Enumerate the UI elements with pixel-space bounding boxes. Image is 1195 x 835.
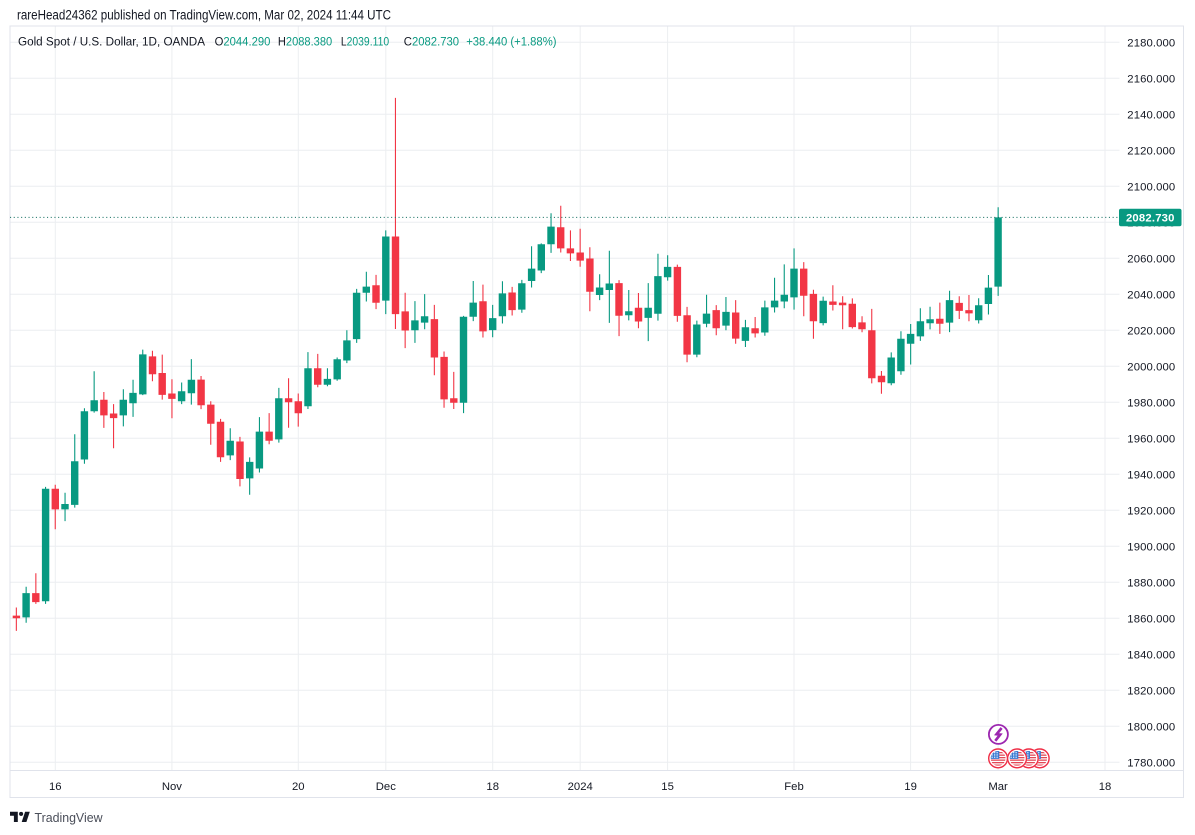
svg-text:20: 20 xyxy=(292,781,305,793)
svg-text:+38.440 (+1.88%): +38.440 (+1.88%) xyxy=(466,35,556,49)
svg-text:Mar: Mar xyxy=(988,781,1008,793)
svg-text:2000.000: 2000.000 xyxy=(1127,361,1175,373)
svg-text:18: 18 xyxy=(486,781,499,793)
svg-text:2160.000: 2160.000 xyxy=(1127,73,1175,85)
svg-text:O2044.290: O2044.290 xyxy=(215,35,271,49)
svg-text:1880.000: 1880.000 xyxy=(1127,577,1175,589)
svg-text:1960.000: 1960.000 xyxy=(1127,433,1175,445)
svg-text:Dec: Dec xyxy=(376,781,396,793)
svg-text:2024: 2024 xyxy=(568,781,593,793)
svg-text:1800.000: 1800.000 xyxy=(1127,721,1175,733)
svg-text:H2088.380: H2088.380 xyxy=(278,35,332,49)
svg-text:1980.000: 1980.000 xyxy=(1127,397,1175,409)
svg-text:1820.000: 1820.000 xyxy=(1127,685,1175,697)
svg-text:2100.000: 2100.000 xyxy=(1127,181,1175,193)
svg-text:2040.000: 2040.000 xyxy=(1127,289,1175,301)
svg-text:19: 19 xyxy=(904,781,917,793)
svg-text:1860.000: 1860.000 xyxy=(1127,613,1175,625)
svg-text:2180.000: 2180.000 xyxy=(1127,37,1175,49)
svg-text:C2082.730: C2082.730 xyxy=(404,35,459,49)
svg-text:16: 16 xyxy=(49,781,62,793)
svg-text:2082.730: 2082.730 xyxy=(1126,213,1175,225)
svg-text:Gold Spot / U.S. Dollar, 1D, O: Gold Spot / U.S. Dollar, 1D, OANDA xyxy=(18,35,206,49)
svg-text:2020.000: 2020.000 xyxy=(1127,325,1175,337)
svg-text:2140.000: 2140.000 xyxy=(1127,109,1175,121)
svg-text:1900.000: 1900.000 xyxy=(1127,541,1175,553)
svg-text:L2039.110: L2039.110 xyxy=(341,35,389,49)
svg-text:2060.000: 2060.000 xyxy=(1127,253,1175,265)
svg-text:1920.000: 1920.000 xyxy=(1127,505,1175,517)
svg-text:1840.000: 1840.000 xyxy=(1127,649,1175,661)
svg-text:18: 18 xyxy=(1099,781,1112,793)
svg-text:15: 15 xyxy=(661,781,674,793)
svg-text:Nov: Nov xyxy=(162,781,182,793)
svg-text:1780.000: 1780.000 xyxy=(1127,757,1175,769)
svg-text:Feb: Feb xyxy=(784,781,803,793)
svg-text:TradingView: TradingView xyxy=(35,810,103,825)
svg-text:rareHead24362 published on Tra: rareHead24362 published on TradingView.c… xyxy=(17,7,391,22)
svg-text:1940.000: 1940.000 xyxy=(1127,469,1175,481)
svg-text:2120.000: 2120.000 xyxy=(1127,145,1175,157)
